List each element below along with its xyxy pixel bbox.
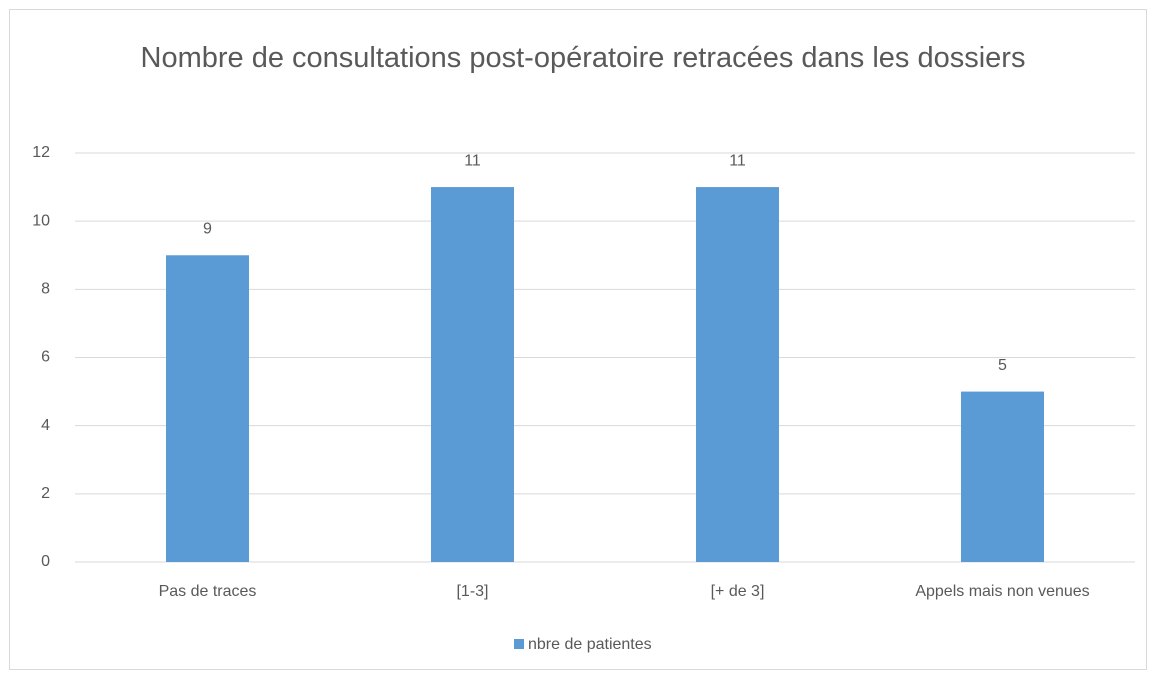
y-tick-label: 0 xyxy=(41,553,50,570)
x-tick-label: Pas de traces xyxy=(159,583,257,600)
bar xyxy=(696,187,779,563)
bar xyxy=(961,391,1044,562)
data-label: 9 xyxy=(203,220,212,237)
y-tick-label: 2 xyxy=(41,485,50,502)
chart-title: Nombre de consultations post-opératoire … xyxy=(140,42,1026,74)
y-tick-label: 8 xyxy=(41,281,50,298)
y-tick-label: 6 xyxy=(41,349,50,366)
x-tick-label: [1-3] xyxy=(456,583,488,600)
data-label: 11 xyxy=(464,152,481,169)
y-tick-label: 12 xyxy=(32,144,50,161)
bar xyxy=(431,187,514,563)
data-label: 11 xyxy=(729,152,746,169)
y-tick-label: 10 xyxy=(32,212,50,229)
legend-label: nbre de patientes xyxy=(528,636,652,653)
y-tick-label: 4 xyxy=(41,417,50,434)
x-tick-label: [+ de 3] xyxy=(711,583,765,600)
x-tick-label: Appels mais non venues xyxy=(915,583,1089,600)
data-label: 5 xyxy=(998,357,1007,374)
legend-swatch xyxy=(514,639,524,649)
chart-border xyxy=(9,9,1147,670)
bar xyxy=(166,255,249,562)
